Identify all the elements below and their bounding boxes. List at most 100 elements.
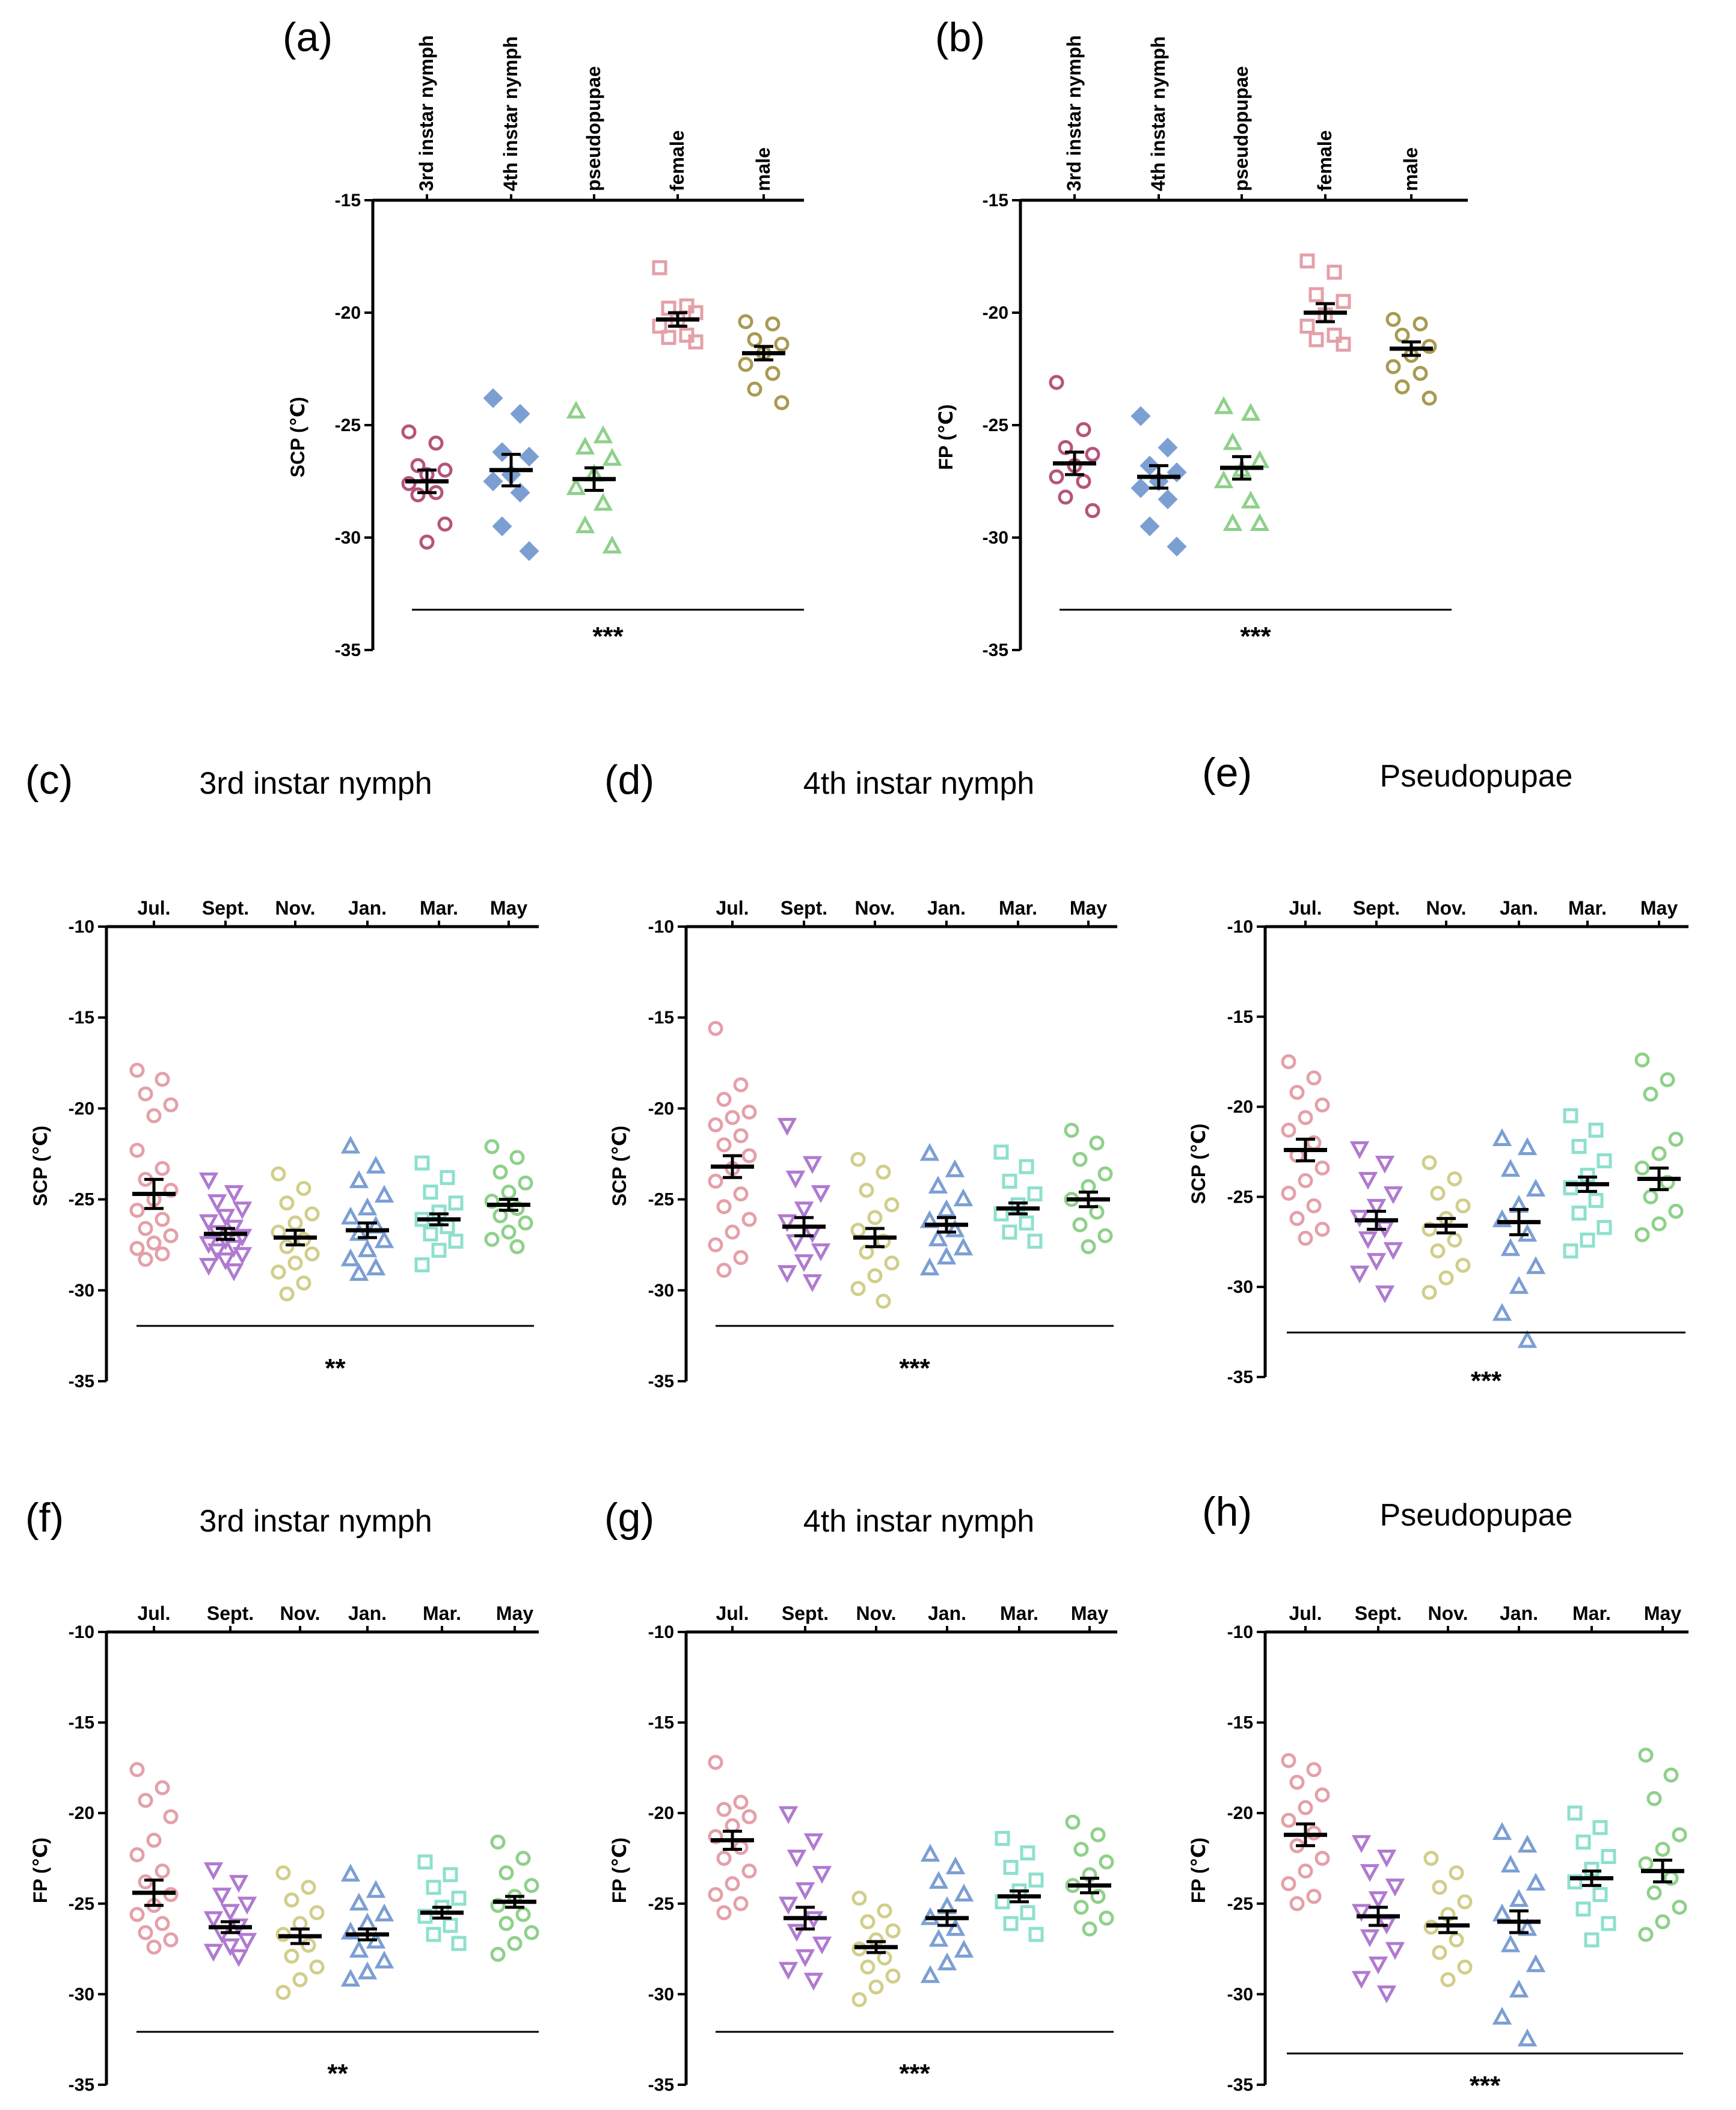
y-tick-label: -35 xyxy=(983,640,1008,660)
data-point xyxy=(708,1887,723,1903)
category-label: May xyxy=(1644,1602,1681,1624)
series-sept- xyxy=(1349,1141,1403,1304)
data-point xyxy=(741,1863,757,1879)
data-point xyxy=(765,316,781,332)
data-point xyxy=(1139,516,1160,536)
category-label: Mar. xyxy=(420,897,458,919)
series-jul- xyxy=(708,1020,757,1278)
data-point xyxy=(1058,489,1073,505)
data-point xyxy=(215,1209,236,1227)
data-point xyxy=(716,1851,732,1866)
data-point xyxy=(1634,1052,1650,1068)
data-point xyxy=(129,1142,145,1158)
data-point xyxy=(1663,1767,1679,1783)
data-point xyxy=(232,1201,253,1219)
y-tick-label: -25 xyxy=(69,1190,94,1210)
data-point xyxy=(374,1903,394,1922)
data-point xyxy=(708,1829,723,1844)
data-point xyxy=(1517,1835,1538,1853)
data-point xyxy=(1250,450,1270,468)
category-label: Nov. xyxy=(1428,1602,1468,1624)
data-point xyxy=(778,1961,799,1980)
data-point xyxy=(138,1874,153,1890)
data-point xyxy=(1492,1903,1512,1922)
chart-panel-a: (a) -15 -20 -25 -30 -35 SCP (℃) 3rd instar nymp… xyxy=(283,14,804,660)
data-point xyxy=(1099,1854,1114,1870)
y-tick-label: -20 xyxy=(983,303,1008,323)
data-point xyxy=(850,1152,866,1167)
data-point xyxy=(1072,1217,1088,1233)
data-point xyxy=(155,1863,170,1879)
series-jul- xyxy=(708,1755,757,1921)
series-sept- xyxy=(203,1862,257,1967)
data-point xyxy=(279,1286,295,1302)
data-point xyxy=(1351,1904,1372,1922)
data-point xyxy=(1638,1856,1654,1872)
data-point xyxy=(207,1194,227,1212)
data-point xyxy=(1130,478,1151,498)
data-point xyxy=(993,1144,1009,1160)
data-point xyxy=(1385,1942,1405,1960)
data-point xyxy=(1085,503,1100,518)
data-point xyxy=(275,1865,291,1881)
data-point xyxy=(203,1911,224,1930)
data-point xyxy=(349,1170,369,1188)
data-point xyxy=(483,471,503,492)
data-point xyxy=(688,334,704,350)
category-label: male xyxy=(752,147,774,191)
data-point xyxy=(437,462,453,478)
data-point xyxy=(1383,1186,1403,1204)
data-point xyxy=(1430,1185,1446,1201)
panel-label: (h) xyxy=(1202,1489,1252,1535)
data-point xyxy=(129,1203,145,1218)
data-point xyxy=(1509,1275,1529,1294)
data-point xyxy=(1517,2028,1538,2047)
category-label: Nov. xyxy=(856,1602,897,1624)
y-tick-label: -35 xyxy=(648,1372,674,1391)
chart-panel-h: (h) Pseudopupae -10 -15 -20 -25 -30 -35 FP (℃) Ju… xyxy=(1188,1489,1688,2100)
series-jul- xyxy=(1281,1753,1330,1912)
data-point xyxy=(357,1912,378,1931)
category-label: May xyxy=(1640,897,1678,919)
data-point xyxy=(1646,1885,1662,1901)
data-point xyxy=(1049,375,1064,390)
y-tick-label: -20 xyxy=(648,1803,674,1823)
data-point xyxy=(483,388,503,408)
data-point xyxy=(304,1206,320,1222)
data-point xyxy=(284,1948,299,1964)
data-point xyxy=(1517,1329,1538,1348)
data-point xyxy=(1638,1747,1654,1763)
data-point xyxy=(224,1263,244,1281)
category-label: Jan. xyxy=(927,897,966,919)
data-point xyxy=(129,1762,145,1777)
series-may xyxy=(1634,1052,1684,1242)
data-point xyxy=(357,1961,378,1980)
data-point xyxy=(1601,1916,1616,1931)
y-axis-label: FP (℃) xyxy=(29,1838,51,1903)
data-point xyxy=(1064,1123,1079,1138)
data-point xyxy=(1492,1128,1512,1147)
data-point xyxy=(1027,1233,1043,1249)
data-point xyxy=(1289,1896,1305,1912)
data-point xyxy=(349,1263,369,1281)
data-point xyxy=(1003,1860,1019,1875)
data-point xyxy=(138,1925,153,1940)
data-point xyxy=(426,1927,441,1942)
data-point xyxy=(945,1918,966,1936)
data-point xyxy=(519,541,539,561)
chart-panel-g: (g) 4th instar nymph -10 -15 -20 -25 -30 -35 FP … xyxy=(604,1495,1117,2095)
data-point xyxy=(1298,1863,1313,1879)
data-point xyxy=(1099,1910,1114,1926)
data-point xyxy=(146,1939,162,1955)
data-point xyxy=(237,1933,257,1951)
data-point xyxy=(1563,1180,1578,1195)
data-point xyxy=(661,301,676,316)
data-point xyxy=(920,1844,940,1862)
panel-title: 4th instar nymph xyxy=(803,766,1034,801)
data-point xyxy=(129,1241,145,1256)
data-point xyxy=(1241,403,1261,421)
data-point xyxy=(428,435,444,451)
data-point xyxy=(237,1897,257,1915)
y-axis-label: SCP (℃) xyxy=(29,1126,51,1206)
data-point xyxy=(787,1924,807,1942)
